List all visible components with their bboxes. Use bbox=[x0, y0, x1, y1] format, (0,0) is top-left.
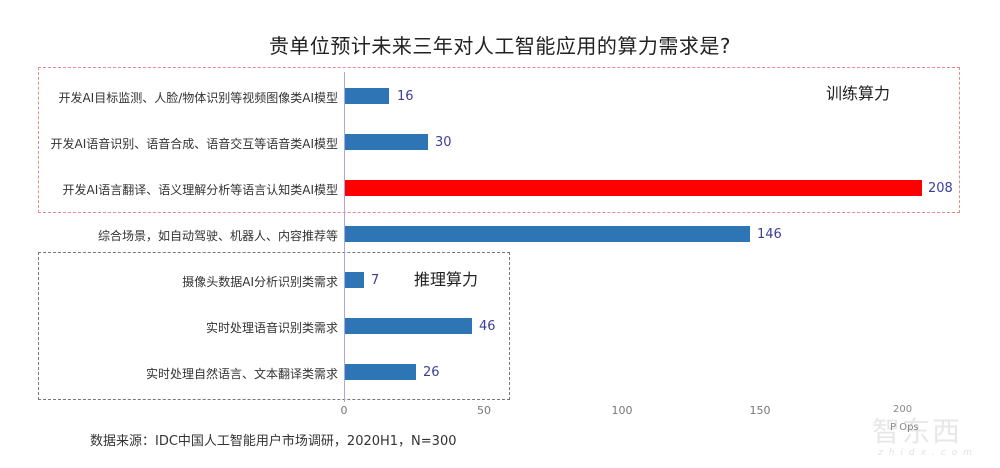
category-label: 综合场景，如自动驾驶、机器人、内容推荐等 bbox=[97, 229, 338, 243]
data-label: 16 bbox=[397, 89, 414, 104]
data-label: 7 bbox=[371, 273, 380, 288]
data-label: 46 bbox=[479, 319, 496, 334]
inference-group-box bbox=[38, 252, 510, 400]
category-label: 开发AI语音识别、语音合成、语音交互等语音类AI模型 bbox=[50, 137, 339, 151]
x-tick-label: 200 bbox=[893, 404, 913, 415]
training-group-label: 训练算力 bbox=[826, 84, 891, 103]
watermark-logo: 智东西 zhidx.com bbox=[872, 402, 982, 462]
x-tick-label: 0 bbox=[340, 404, 348, 417]
bar-highlight bbox=[345, 180, 922, 196]
data-label: 146 bbox=[757, 227, 782, 242]
x-tick-label: 150 bbox=[749, 404, 771, 417]
bar bbox=[345, 272, 364, 288]
inference-group-label: 推理算力 bbox=[414, 270, 479, 289]
category-label: 实时处理自然语言、文本翻译类需求 bbox=[145, 367, 338, 381]
bar bbox=[345, 226, 750, 242]
watermark-text: 智东西 bbox=[872, 415, 963, 448]
category-label: 开发AI语言翻译、语义理解分析等语言认知类AI模型 bbox=[62, 183, 339, 197]
category-label: 摄像头数据AI分析识别类需求 bbox=[182, 275, 338, 289]
bar bbox=[345, 364, 416, 380]
x-axis-unit: P Ops bbox=[890, 422, 919, 433]
data-source-note: 数据来源：IDC中国人工智能用户市场调研，2020H1，N=300 bbox=[90, 434, 457, 449]
category-label: 实时处理语音识别类需求 bbox=[205, 321, 338, 335]
bar bbox=[345, 134, 428, 150]
bar bbox=[345, 88, 389, 104]
bar bbox=[345, 318, 472, 334]
data-label: 30 bbox=[435, 135, 452, 150]
y-axis-line bbox=[344, 72, 345, 402]
x-tick-label: 100 bbox=[611, 404, 633, 417]
x-tick-label: 50 bbox=[477, 404, 491, 417]
category-label: 开发AI目标监测、人脸/物体识别等视频图像类AI模型 bbox=[58, 91, 338, 105]
training-group-box bbox=[38, 67, 960, 213]
data-label: 26 bbox=[423, 365, 440, 380]
chart-title: 贵单位预计未来三年对人工智能应用的算力需求是? bbox=[268, 34, 732, 58]
watermark-url: zhidx.com bbox=[878, 448, 979, 458]
data-label: 208 bbox=[928, 181, 953, 196]
